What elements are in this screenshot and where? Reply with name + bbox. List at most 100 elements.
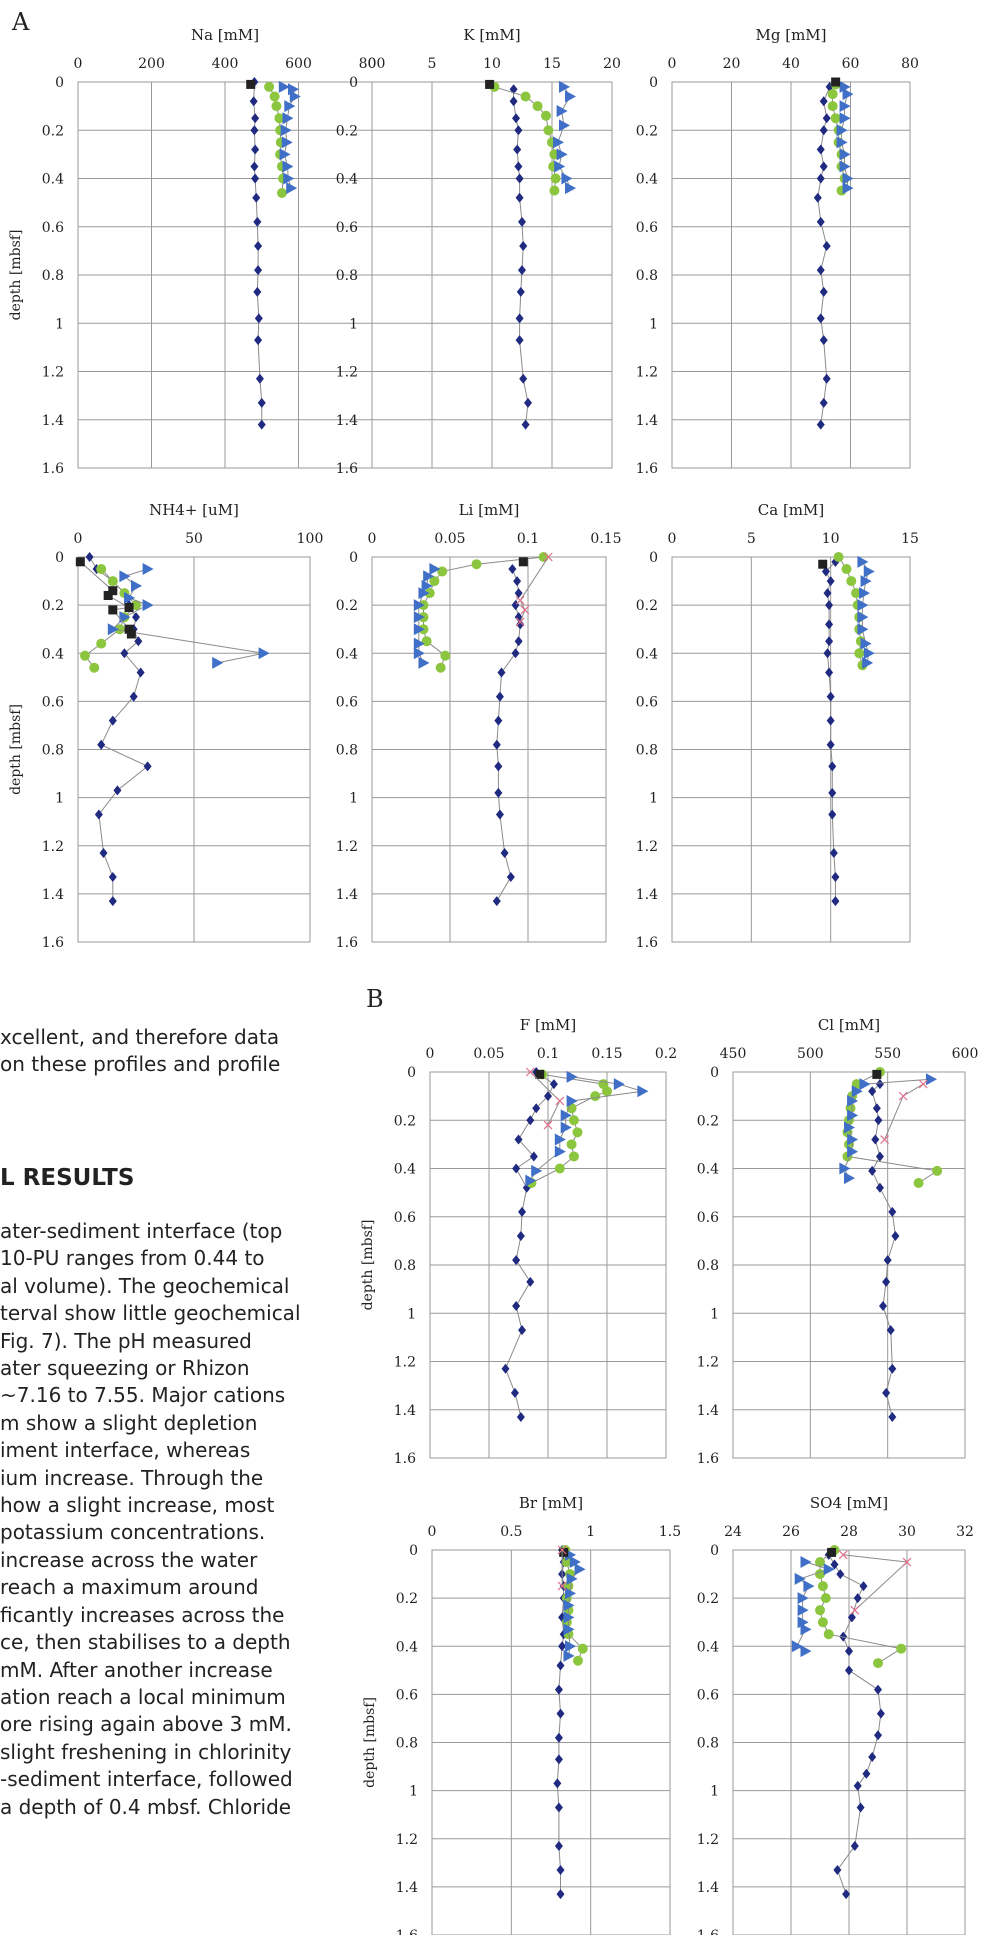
series-triangle xyxy=(413,563,441,669)
y-tick-label: 0.4 xyxy=(336,646,358,662)
triangle-point xyxy=(637,1085,649,1098)
diamond-point xyxy=(515,192,524,203)
y-tick-label: 0.6 xyxy=(396,1687,418,1703)
x-tick-label: 5 xyxy=(747,531,756,547)
diamond-point xyxy=(826,739,835,750)
body-line: ficantly increases across the xyxy=(0,1602,285,1627)
diamond-point xyxy=(113,785,122,796)
diamond-point xyxy=(249,96,258,107)
circle-point xyxy=(873,1658,883,1669)
series-line xyxy=(841,86,849,189)
circle-point xyxy=(577,1643,588,1654)
triangle-point xyxy=(563,1611,575,1624)
triangle-point xyxy=(797,1592,809,1605)
triangle-point xyxy=(429,563,441,576)
x-tick-label: 0.5 xyxy=(500,1524,522,1540)
circle-point xyxy=(566,1103,577,1114)
chart-title: NH4+ [uM] xyxy=(149,501,239,519)
diamond-point xyxy=(255,373,264,384)
diamond-point xyxy=(888,1363,897,1374)
diamond-point xyxy=(251,144,260,155)
diamond-point xyxy=(497,667,506,678)
diamond-point xyxy=(512,1301,521,1312)
y-tick-label: 0.2 xyxy=(636,123,658,139)
circle-point xyxy=(114,624,125,635)
diamond-point xyxy=(874,1730,882,1741)
triangle-point xyxy=(857,611,869,624)
diamond-point xyxy=(819,125,828,136)
y-tick-label: 0.8 xyxy=(697,1258,719,1274)
diamond-point xyxy=(500,847,509,858)
series-x xyxy=(515,552,553,627)
diamond-point xyxy=(253,286,262,297)
y-axis-label: depth [mbsf] xyxy=(8,704,24,795)
x-tick-label: 0 xyxy=(426,1046,435,1062)
triangle-point xyxy=(258,647,270,660)
y-tick-label: 1.4 xyxy=(42,413,64,429)
diamond-point xyxy=(495,809,504,820)
body-line: xcellent, and therefore data xyxy=(0,1025,280,1049)
chart-title: Ca [mM] xyxy=(758,501,824,519)
triangle-point xyxy=(413,611,425,624)
triangle-point xyxy=(289,90,301,103)
circle-point xyxy=(429,576,440,587)
diamond-point xyxy=(875,1151,884,1162)
series-triangle xyxy=(563,1548,586,1662)
y-tick-label: 0 xyxy=(649,550,658,566)
triangle-point xyxy=(857,555,869,568)
diamond-point xyxy=(513,144,522,155)
diamond-point xyxy=(825,619,834,630)
x-tick-label: 400 xyxy=(212,56,239,72)
triangle-point xyxy=(842,172,854,185)
diamond-point xyxy=(257,419,266,430)
x-tick-label: 5 xyxy=(428,56,437,72)
x-tick-label: 0.15 xyxy=(591,1046,622,1062)
square-point xyxy=(108,605,118,615)
diamond-point xyxy=(514,1134,523,1145)
y-tick-label: 0.8 xyxy=(396,1736,418,1752)
series-square xyxy=(485,79,495,89)
y-tick-label: 0.4 xyxy=(42,646,64,662)
diamond-point xyxy=(816,419,825,430)
x-tick-label: 0.05 xyxy=(473,1046,504,1062)
diamond-point xyxy=(94,809,103,820)
x-tick-label: 0 xyxy=(368,56,377,72)
y-tick-label: 1.4 xyxy=(697,1403,719,1419)
triangle-point xyxy=(860,575,872,588)
x-tick-label: 30 xyxy=(898,1524,916,1540)
diamond-point xyxy=(872,1103,881,1114)
triangle-point xyxy=(283,172,295,185)
chart-grid xyxy=(732,1549,966,1935)
chart-title: Cl [mM] xyxy=(818,1016,880,1034)
diamond-point xyxy=(506,872,515,883)
x-point xyxy=(515,617,525,627)
triangle-point xyxy=(842,88,854,101)
body-line: ium increase. Through the xyxy=(0,1465,264,1490)
x-tick-label: 0.1 xyxy=(517,531,539,547)
diamond-point xyxy=(556,1708,565,1719)
triangle-point xyxy=(863,565,875,578)
diamond-point xyxy=(253,216,262,227)
x-tick-label: 0.05 xyxy=(434,531,465,547)
chart-title: SO4 [mM] xyxy=(810,1494,888,1512)
diamond-point xyxy=(134,636,143,647)
y-tick-label: 0.4 xyxy=(697,1162,719,1178)
circle-point xyxy=(79,650,90,661)
series-diamond xyxy=(824,1549,885,1900)
y-tick-label: 1.4 xyxy=(394,1403,416,1419)
x-tick-label: 1 xyxy=(586,1524,595,1540)
circle-point xyxy=(96,638,107,649)
diamond-point xyxy=(512,113,520,124)
diamond-point xyxy=(501,1363,510,1374)
plot-frame xyxy=(371,556,607,943)
series-line xyxy=(843,1554,909,1611)
diamond-point xyxy=(819,397,828,408)
y-tick-label: 0.4 xyxy=(42,172,64,188)
x-tick-label: 0.1 xyxy=(537,1046,559,1062)
x-tick-label: 80 xyxy=(901,56,919,72)
y-tick-label: 0.2 xyxy=(336,598,358,614)
y-tick-label: 0.8 xyxy=(697,1736,719,1752)
y-tick-label: 1.2 xyxy=(697,1355,719,1371)
